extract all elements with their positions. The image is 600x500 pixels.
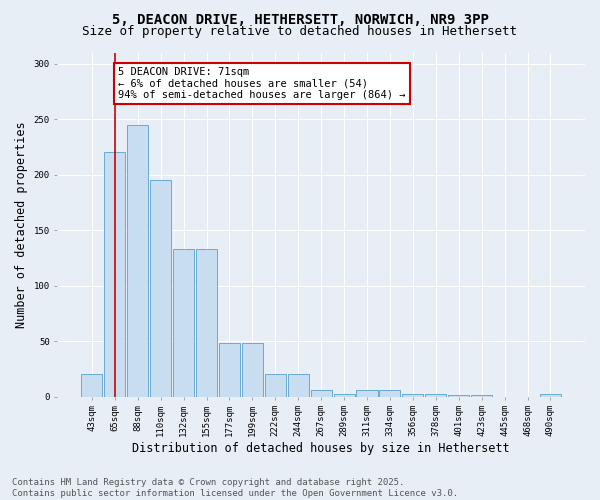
- Bar: [242, 344, 263, 396]
- Bar: [379, 390, 400, 396]
- Bar: [104, 152, 125, 396]
- Bar: [265, 374, 286, 396]
- Text: Size of property relative to detached houses in Hethersett: Size of property relative to detached ho…: [83, 25, 517, 38]
- Bar: [403, 394, 424, 396]
- X-axis label: Distribution of detached houses by size in Hethersett: Distribution of detached houses by size …: [133, 442, 510, 455]
- Bar: [540, 394, 561, 396]
- Bar: [311, 390, 332, 396]
- Y-axis label: Number of detached properties: Number of detached properties: [15, 121, 28, 328]
- Bar: [334, 394, 355, 396]
- Text: Contains HM Land Registry data © Crown copyright and database right 2025.
Contai: Contains HM Land Registry data © Crown c…: [12, 478, 458, 498]
- Bar: [196, 249, 217, 396]
- Text: 5 DEACON DRIVE: 71sqm
← 6% of detached houses are smaller (54)
94% of semi-detac: 5 DEACON DRIVE: 71sqm ← 6% of detached h…: [118, 67, 406, 100]
- Bar: [127, 124, 148, 396]
- Bar: [150, 180, 171, 396]
- Bar: [356, 390, 377, 396]
- Bar: [219, 344, 240, 396]
- Bar: [425, 394, 446, 396]
- Bar: [287, 374, 309, 396]
- Bar: [173, 249, 194, 396]
- Bar: [82, 374, 103, 396]
- Text: 5, DEACON DRIVE, HETHERSETT, NORWICH, NR9 3PP: 5, DEACON DRIVE, HETHERSETT, NORWICH, NR…: [112, 12, 488, 26]
